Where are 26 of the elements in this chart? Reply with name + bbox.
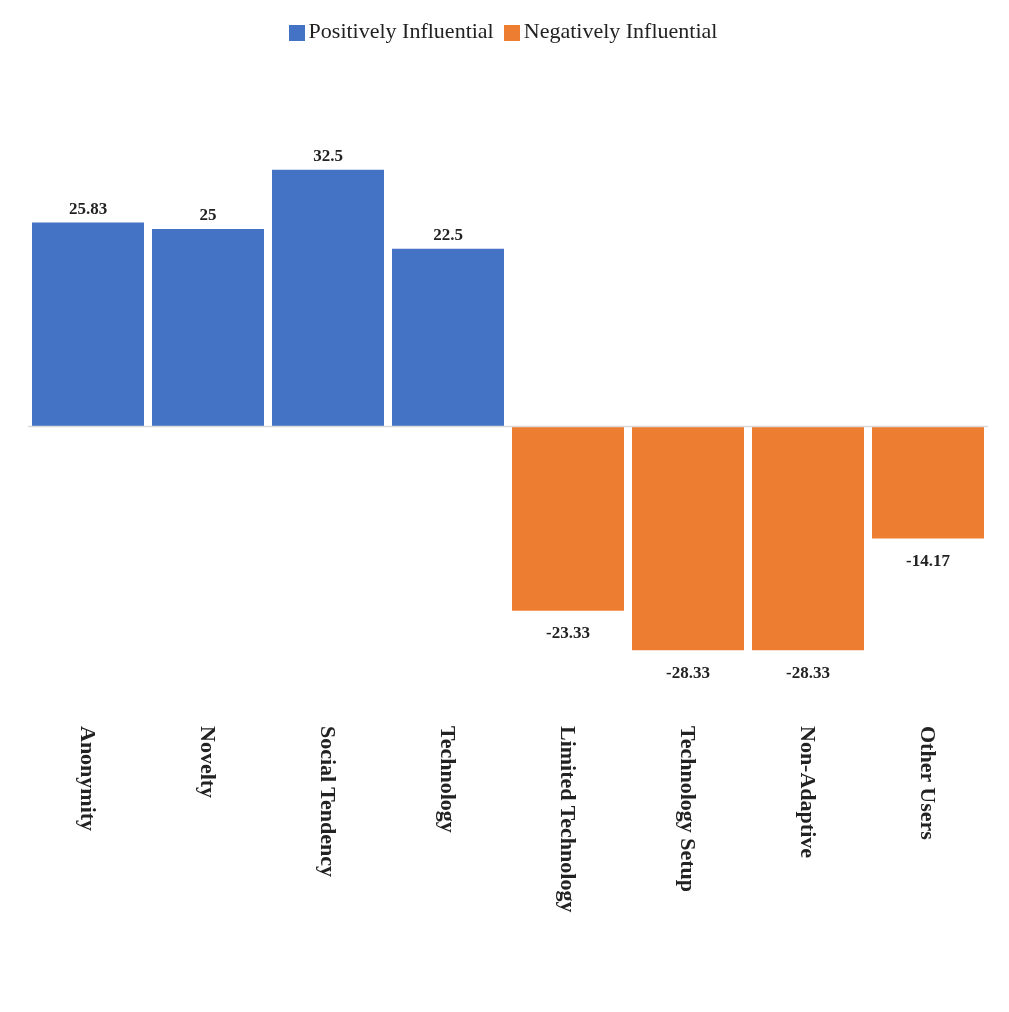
data-label: 32.5 [313, 146, 343, 166]
bar [272, 169, 384, 427]
legend-label: Negatively Influential [523, 18, 718, 43]
data-label: -14.17 [906, 550, 951, 570]
bar [752, 426, 864, 651]
x-tick-label: Non-Adaptive [795, 726, 821, 859]
x-tick-label: Limited Technology [555, 726, 581, 913]
bar [152, 228, 264, 427]
bar [392, 248, 504, 427]
x-tick-label: Social Tendency [315, 726, 341, 877]
data-label: -23.33 [546, 623, 590, 643]
data-label: 22.5 [433, 225, 463, 245]
bar [32, 222, 144, 427]
x-tick-label: Other Users [915, 726, 941, 841]
data-label: -28.33 [666, 662, 710, 682]
data-label: 25 [199, 205, 217, 225]
x-tick-label: Novelty [195, 726, 221, 799]
x-tick-label: Technology Setup [675, 726, 701, 893]
data-label: -28.33 [786, 662, 830, 682]
x-tick-label: Technology [435, 726, 461, 833]
x-tick-label: Anonymity [75, 726, 101, 832]
bar [872, 426, 984, 539]
legend-label: Positively Influential [308, 18, 494, 43]
data-label: 25.83 [68, 198, 108, 218]
bar [512, 426, 624, 611]
bar [632, 426, 744, 651]
